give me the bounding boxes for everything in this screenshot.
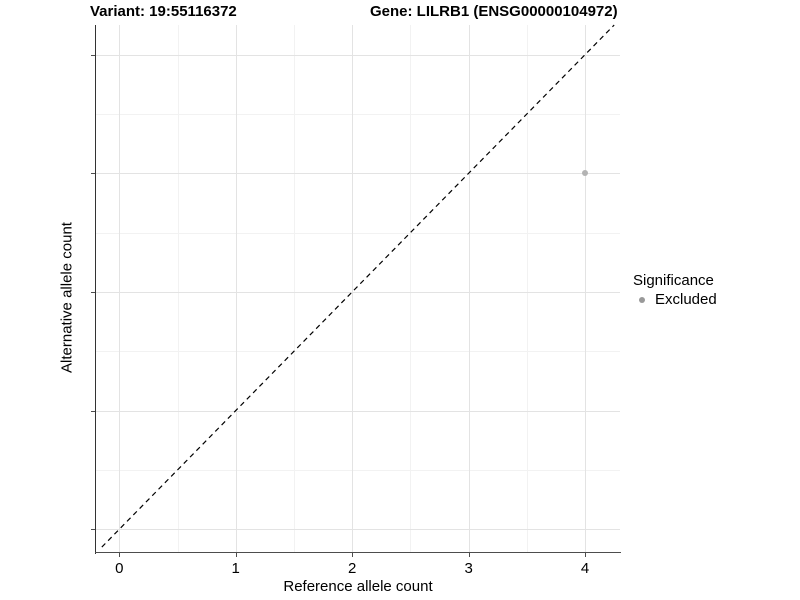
legend-dot (638, 296, 645, 303)
gridline-major-horizontal (96, 529, 620, 531)
x-axis-line (95, 552, 621, 554)
y-axis-tick (91, 54, 95, 56)
plot-panel (96, 25, 620, 553)
x-axis-tick (352, 553, 354, 557)
y-axis-tick (91, 410, 95, 412)
gridline-major-vertical (352, 25, 354, 553)
gridline-major-horizontal (96, 173, 620, 175)
data-point[interactable] (582, 170, 589, 177)
gridline-minor-horizontal (96, 232, 620, 234)
gridline-minor-horizontal (96, 113, 620, 115)
legend-items: Excluded (633, 291, 793, 308)
gridline-major-vertical (585, 25, 587, 553)
y-axis-line (95, 25, 97, 554)
x-tick-label: 0 (115, 560, 124, 577)
y-axis-tick (91, 173, 95, 175)
gridline-minor-vertical (177, 25, 179, 553)
x-tick-label: 2 (348, 560, 357, 577)
x-axis-tick (235, 553, 237, 557)
x-tick-label: 3 (464, 560, 473, 577)
y-axis-title-holder: Alternative allele count (43, 25, 76, 553)
gridline-minor-horizontal (96, 351, 620, 353)
gene-title: Gene: LILRB1 (ENSG00000104972) (370, 3, 618, 20)
x-tick-label: 4 (580, 560, 590, 577)
x-axis-tick (585, 553, 587, 557)
legend-item-label: Excluded (655, 291, 717, 308)
gridline-major-vertical (468, 25, 470, 553)
gridline-major-vertical (235, 25, 237, 553)
variant-title: Variant: 19:55116372 (90, 3, 237, 20)
gridline-major-horizontal (96, 291, 620, 293)
gridline-minor-vertical (410, 25, 412, 553)
y-axis-title: Alternative allele count (58, 222, 76, 373)
y-axis-tick (91, 291, 95, 293)
x-axis-title: Reference allele count (283, 578, 433, 595)
gridline-major-horizontal (96, 54, 620, 56)
identity-reference-line (96, 25, 620, 553)
legend-marker-circle-icon (633, 291, 650, 308)
x-tick-label: 1 (231, 560, 240, 577)
legend-item[interactable]: Excluded (633, 291, 793, 308)
y-axis-tick (91, 529, 95, 531)
gridline-major-horizontal (96, 410, 620, 412)
gridline-major-vertical (119, 25, 121, 553)
x-axis-tick (468, 553, 470, 557)
gridline-minor-vertical (526, 25, 528, 553)
gridline-minor-horizontal (96, 469, 620, 471)
legend: Significance Excluded (633, 272, 793, 308)
chart-title-row: Variant: 19:55116372 Gene: LILRB1 (ENSG0… (0, 3, 800, 25)
x-axis-tick (119, 553, 121, 557)
gridline-minor-vertical (293, 25, 295, 553)
legend-title: Significance (633, 272, 714, 289)
